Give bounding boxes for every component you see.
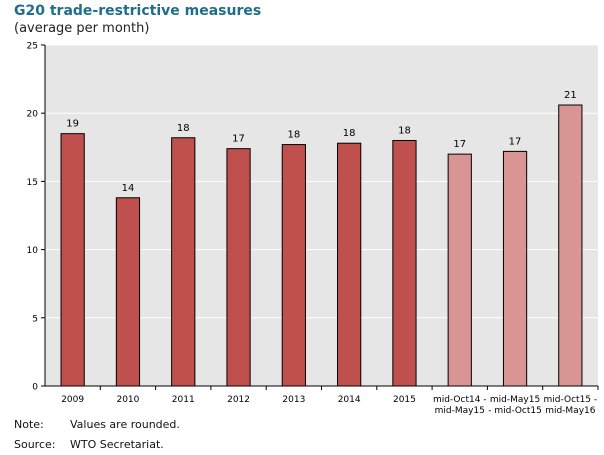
note-text: Values are rounded. [70,418,180,431]
chart-title: G20 trade-restrictive measures [14,3,262,19]
x-tick-label: 2009 [61,395,84,405]
data-label: 18 [287,130,300,141]
bar [502,150,528,387]
y-tick-label: 20 [27,110,39,120]
bar [115,197,141,387]
x-tick-label: mid-May15 [490,395,540,405]
data-label: 18 [398,125,411,136]
y-tick-label: 0 [32,383,38,393]
source-key: Source: [14,438,56,451]
note-line: Note: Values are rounded. [14,418,180,431]
data-label: 21 [564,90,577,101]
chart-subtitle: (average per month) [14,21,150,36]
bar [447,153,472,387]
data-label: 14 [122,183,135,194]
x-tick-label: mid-Oct15 - [544,395,598,405]
x-tick-label: 2011 [172,395,195,405]
data-label: 19 [66,119,79,130]
bar [392,139,417,387]
x-tick-label: mid-May15 [435,406,485,416]
y-tick-label: 15 [27,178,38,188]
bar [558,104,583,387]
x-tick-label: - mid-Oct15 [488,406,542,416]
x-tick-label: mid-Oct14 - [433,395,487,405]
data-label: 17 [232,134,245,145]
x-tick-label: 2014 [338,395,361,405]
y-tick-label: 5 [32,314,38,324]
note-key: Note: [14,418,44,431]
data-label: 17 [453,139,466,150]
data-label: 18 [177,123,190,134]
x-tick-label: 2010 [116,395,139,405]
y-tick-label: 10 [27,246,39,256]
bar [171,137,196,387]
data-label: 18 [343,128,356,139]
source-text: WTO Secretariat. [70,438,164,451]
x-tick-label: 2013 [282,395,305,405]
data-label: 17 [509,136,522,147]
bar [337,142,362,387]
x-tick-label: mid-May16 [545,406,596,416]
bar [226,148,251,387]
x-tick-label: 2012 [227,395,250,405]
source-line: Source: WTO Secretariat. [14,438,164,451]
bar [281,144,306,387]
bar [60,133,85,387]
y-tick-label: 25 [27,42,38,52]
x-tick-label: 2015 [393,395,416,405]
